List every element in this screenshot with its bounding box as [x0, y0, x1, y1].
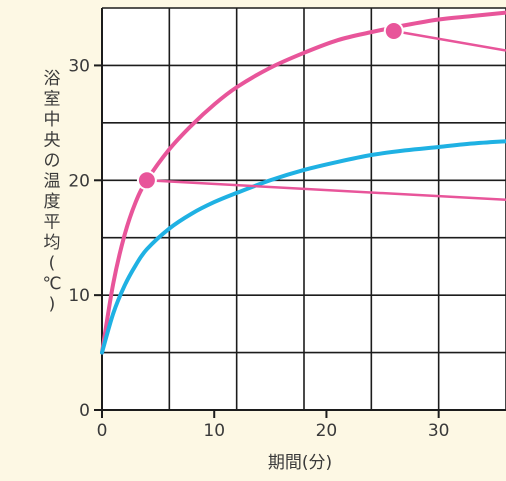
series-line-2: [100, 139, 506, 355]
x-tick-label: 0: [97, 421, 108, 441]
y-axis-title-char: 室: [44, 90, 61, 110]
grid: [94, 7, 506, 418]
callout-line: [393, 29, 506, 52]
y-axis-title-char: 均: [44, 233, 61, 253]
tick-labels: 0 10 20 30 0 10 20 30: [68, 56, 449, 441]
x-axis-title: 期間(分): [268, 453, 332, 473]
highlight-point: [385, 22, 402, 39]
y-axis-title-char: 央: [44, 131, 61, 151]
y-axis-title-char: 度: [44, 192, 61, 212]
y-tick-label: 30: [68, 56, 90, 76]
y-axis-title-char: ): [49, 295, 56, 315]
y-axis-title-char: (: [49, 254, 56, 274]
y-axis-title: 浴室中央の温度平均(℃): [42, 69, 61, 315]
y-tick-label: 20: [68, 171, 90, 191]
x-tick-label: 20: [316, 421, 338, 441]
x-tick-label: 30: [428, 421, 450, 441]
y-axis-title-char: の: [44, 151, 61, 171]
y-tick-label: 10: [68, 286, 90, 306]
series-line-1: [100, 10, 506, 355]
x-tick-label: 10: [203, 421, 225, 441]
y-axis-title-char: 平: [44, 213, 61, 233]
callout-line: [146, 179, 506, 202]
y-axis-title-char: ℃: [42, 274, 61, 294]
points-layer: [136, 20, 404, 191]
y-tick-label: 0: [79, 401, 90, 421]
y-axis-title-char: 浴: [44, 69, 61, 89]
series-layer: [100, 10, 506, 355]
y-axis-title-char: 温: [44, 172, 61, 192]
y-axis-title-char: 中: [44, 110, 61, 130]
highlight-point: [138, 172, 155, 189]
callout-layer: [146, 29, 506, 202]
